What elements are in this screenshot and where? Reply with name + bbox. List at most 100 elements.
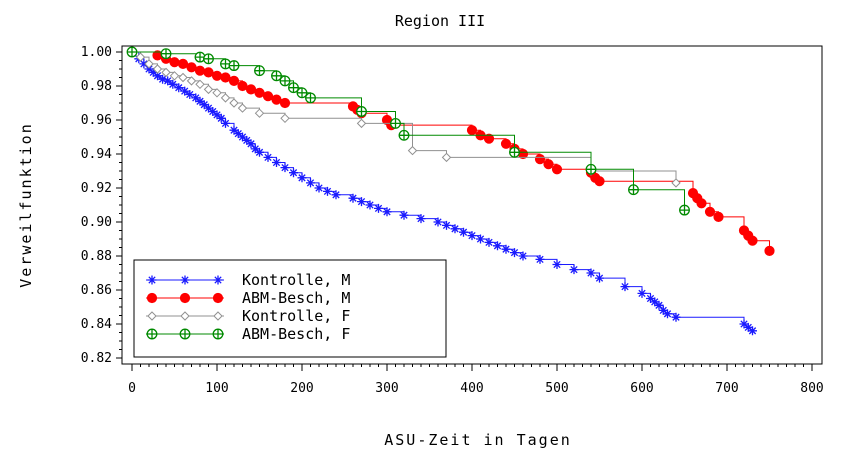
x-tick-label: 100 xyxy=(205,381,228,396)
x-axis: 0 100 200 300 400 500 600 700 800 xyxy=(128,364,824,396)
data-point xyxy=(650,297,660,307)
data-point xyxy=(620,282,630,292)
data-point xyxy=(245,84,257,95)
data-point xyxy=(272,158,281,167)
data-point xyxy=(180,311,190,321)
data-point xyxy=(357,197,366,207)
data-point xyxy=(212,292,224,304)
data-point xyxy=(242,135,252,145)
data-point xyxy=(535,254,545,264)
data-point xyxy=(696,198,707,209)
data-point xyxy=(713,211,724,222)
data-point xyxy=(323,186,332,196)
x-tick-label: 200 xyxy=(290,381,313,396)
x-tick-label: 600 xyxy=(630,381,653,396)
data-point xyxy=(433,217,443,227)
data-point xyxy=(476,234,485,244)
data-point xyxy=(169,71,180,81)
data-point xyxy=(348,193,358,203)
data-point xyxy=(144,64,154,74)
data-point xyxy=(185,90,195,99)
data-point xyxy=(135,52,146,62)
data-point xyxy=(280,163,290,173)
data-point xyxy=(174,83,184,93)
data-point-cross xyxy=(399,130,409,141)
data-point xyxy=(552,260,562,269)
series-3 xyxy=(126,46,690,216)
data-point-cross xyxy=(297,88,307,98)
data-point xyxy=(212,110,222,120)
data-point xyxy=(220,72,231,83)
x-tick-label: 500 xyxy=(545,381,568,396)
data-point xyxy=(199,100,209,110)
data-point-cross xyxy=(203,54,214,64)
data-point xyxy=(450,224,460,234)
data-point xyxy=(195,96,205,106)
data-point xyxy=(382,207,392,217)
data-point xyxy=(213,311,223,321)
data-point xyxy=(146,292,158,304)
data-point xyxy=(704,206,716,217)
data-point xyxy=(147,275,157,285)
data-point xyxy=(663,309,672,319)
data-point xyxy=(237,80,248,92)
data-point xyxy=(229,125,239,135)
data-point-cross xyxy=(195,52,205,62)
data-point xyxy=(147,311,157,321)
data-point-cross xyxy=(280,76,290,86)
data-point xyxy=(148,67,158,77)
x-tick-label: 300 xyxy=(375,381,398,396)
data-point xyxy=(595,273,604,283)
x-axis-title: ASU-Zeit in Tagen xyxy=(384,431,572,449)
data-point xyxy=(178,72,188,83)
data-point xyxy=(254,87,265,98)
data-point xyxy=(271,94,282,105)
y-tick-label: 0.98 xyxy=(81,79,112,94)
data-point-cross xyxy=(147,329,157,339)
data-point xyxy=(262,91,274,102)
y-tick-label: 1.00 xyxy=(81,45,112,60)
data-point xyxy=(356,118,367,129)
data-point-cross xyxy=(628,184,639,195)
data-point xyxy=(289,168,298,178)
legend-label: Kontrolle, F xyxy=(242,307,350,325)
data-point xyxy=(254,108,265,118)
data-point xyxy=(233,129,243,139)
data-point xyxy=(158,74,168,84)
y-tick-label: 0.96 xyxy=(81,113,112,128)
y-tick-label: 0.88 xyxy=(81,249,112,264)
data-point xyxy=(212,88,222,98)
data-point-cross xyxy=(229,60,239,71)
data-point xyxy=(748,326,757,336)
data-point xyxy=(306,178,315,188)
data-point xyxy=(211,70,223,81)
data-point xyxy=(747,235,758,246)
data-point xyxy=(416,214,426,224)
y-tick-label: 0.94 xyxy=(81,147,112,162)
data-point xyxy=(139,59,149,69)
data-point xyxy=(161,67,171,78)
data-point xyxy=(246,139,256,149)
data-point-cross xyxy=(586,164,596,175)
legend-entry: Kontrolle, F xyxy=(146,307,350,325)
data-point-cross xyxy=(271,71,282,81)
data-point-cross xyxy=(161,48,171,59)
data-point-cross xyxy=(679,205,690,215)
data-point-cross xyxy=(213,329,223,339)
data-point xyxy=(484,237,494,247)
y-tick-label: 0.92 xyxy=(81,181,112,196)
data-point xyxy=(671,178,681,188)
data-point xyxy=(250,144,260,154)
data-point xyxy=(671,312,681,322)
data-point xyxy=(194,65,206,76)
data-point xyxy=(237,103,248,113)
data-point xyxy=(743,322,753,332)
data-point xyxy=(764,245,775,256)
chart-title: Region III xyxy=(395,12,485,30)
data-point-cross xyxy=(254,65,265,76)
data-point xyxy=(191,93,201,103)
legend-entry: ABM-Besch, M xyxy=(146,289,350,307)
data-point xyxy=(186,76,197,86)
data-point xyxy=(238,132,247,142)
